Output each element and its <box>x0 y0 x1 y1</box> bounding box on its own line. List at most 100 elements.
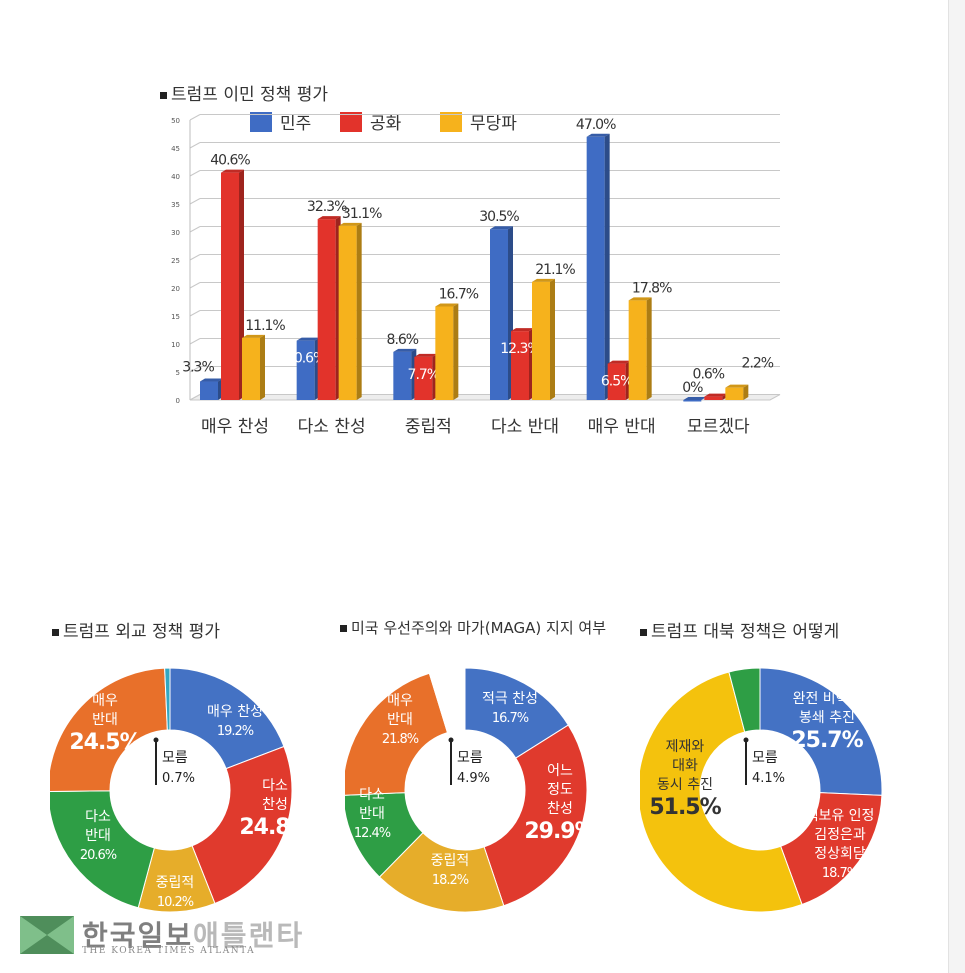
page-right-border <box>948 0 965 973</box>
bar-top-face <box>586 133 610 137</box>
y-tick-label: 20 <box>171 285 180 293</box>
slice-label-text: 매우 <box>92 693 118 709</box>
donut-slice-2 <box>483 724 588 907</box>
bar-민주-4 <box>490 229 508 400</box>
bar-공화-1 <box>221 172 239 400</box>
bar-side-face <box>453 303 459 400</box>
bar-공화-5 <box>607 363 626 400</box>
slice-label-text: 완전 비핵화 <box>793 691 862 707</box>
donut-3-title: 트럼프 대북 정책은 어떻게 <box>640 617 839 642</box>
donut-slice-2 <box>191 745 293 905</box>
bar-민주-2 <box>296 340 315 400</box>
y-tick-label: 0 <box>176 397 180 405</box>
bar-side-face <box>604 133 610 401</box>
bar-top-face <box>242 334 265 338</box>
slice-value-text: 19.2% <box>217 724 254 739</box>
bar-data-label: 0.6% <box>693 367 725 383</box>
slice-label-text: 찬성 <box>262 797 288 813</box>
y-tick-label: 5 <box>176 369 180 377</box>
slice-value-text: 20.6% <box>80 848 117 863</box>
slice-label-text: 반대 <box>359 806 385 822</box>
slice-label-text: 핵보유 인정 <box>806 808 875 824</box>
slice-label-text: 봉쇄 추진 <box>799 710 855 726</box>
bar-top-face <box>435 303 459 307</box>
y-tick-label: 30 <box>171 229 180 237</box>
maga-support-donut: 모름4.9%적극 찬성16.7%어느정도찬성29.9%중립적18.2%다소반대1… <box>345 667 598 913</box>
slice-value-text: 10.2% <box>157 895 194 910</box>
slice-label-text: 김정은과 <box>814 827 866 843</box>
x-category-label: 모르겠다 <box>687 417 750 437</box>
y-tick-label: 40 <box>171 173 180 181</box>
slice-label-text: 반대 <box>92 712 118 728</box>
y-tick-label: 45 <box>171 145 180 153</box>
slice-value-text: 25.7% <box>791 728 863 753</box>
center-value: 0.7% <box>162 771 195 786</box>
bar-무당파-4 <box>532 281 550 400</box>
bar-side-face <box>646 297 652 400</box>
bar-data-label: 2.2% <box>742 356 774 372</box>
slice-label-text: 대화 <box>672 758 698 774</box>
logo-korean: 한국일보애틀랜타 <box>82 919 305 952</box>
bar-data-label: 3.3% <box>182 360 214 376</box>
bar-data-label: 31.1% <box>342 206 382 222</box>
bar-top-face <box>393 348 417 352</box>
bar-data-label: 16.7% <box>439 286 479 302</box>
bar-top-face <box>338 222 362 226</box>
bar-side-face <box>356 222 362 400</box>
bar-무당파-3 <box>435 306 454 400</box>
bar-top-face <box>683 397 707 400</box>
logo-emblem-icon <box>20 916 74 954</box>
bar-무당파-6 <box>725 387 744 400</box>
slice-label-text: 반대 <box>387 712 413 728</box>
donut-slice-6 <box>164 667 171 731</box>
grid-depth-line <box>189 366 201 373</box>
slice-value-text: 16.7% <box>492 711 529 726</box>
korea-times-logo: 한국일보애틀랜타 THE KOREA TIMES ATLANTA <box>20 914 320 959</box>
center-pointer-dot <box>153 737 159 743</box>
slice-value-text: 12.4% <box>354 826 391 841</box>
legend-label-1: 민주 <box>280 114 311 134</box>
bar-무당파-1 <box>242 337 260 400</box>
y-tick-label: 10 <box>171 341 180 349</box>
bar-공화-6 <box>704 396 723 400</box>
slice-label-text: 정도 <box>547 782 573 798</box>
bar-data-label: 32.3% <box>307 199 347 215</box>
bar-top-face <box>490 226 513 230</box>
x-category-label: 다소 찬성 <box>298 417 366 437</box>
donut-slice-1 <box>759 667 883 796</box>
bar-top-face <box>532 278 555 282</box>
legend-label-3: 무당파 <box>470 114 517 134</box>
grid-depth-line <box>189 338 201 345</box>
bar-공화-2 <box>317 219 336 400</box>
bar-data-label: 6.5% <box>601 374 633 390</box>
grid-depth-line <box>189 114 201 121</box>
slice-value-text: 29.9% <box>524 819 596 844</box>
x-category-label: 매우 찬성 <box>201 417 269 437</box>
slice-label-text: 다소 <box>85 809 111 825</box>
slice-label-text: 동시 추진 <box>657 777 713 793</box>
slice-label-text: 매우 찬성 <box>207 704 263 720</box>
slice-label-text: 중립적 <box>156 875 195 891</box>
bar-data-label: 11.1% <box>245 318 285 334</box>
bar-data-label: 30.5% <box>479 209 519 225</box>
center-label: 모름 <box>162 750 188 766</box>
bar-data-label: 21.1% <box>535 262 575 278</box>
legend-swatch-2 <box>340 112 362 132</box>
donut-1-title: 트럼프 외교 정책 평가 <box>52 617 220 642</box>
x-category-label: 다소 반대 <box>491 417 559 437</box>
donut-2-title: 미국 우선주의와 마가(MAGA) 지지 여부 <box>340 617 606 638</box>
center-label: 모름 <box>457 750 483 766</box>
bar-chart-title: 트럼프 이민 정책 평가 <box>160 80 328 105</box>
grid-depth-line <box>189 254 201 261</box>
bar-data-label: 17.8% <box>632 280 672 296</box>
y-tick-label: 15 <box>171 313 180 321</box>
bar-민주-3 <box>393 351 412 400</box>
bar-top-face <box>296 337 320 341</box>
bar-side-face <box>550 278 555 400</box>
slice-label-text: 정상회담 <box>814 846 866 862</box>
donut-slice-4 <box>728 667 761 733</box>
bar-무당파-5 <box>628 300 647 400</box>
donut-slice-5 <box>345 672 449 796</box>
slice-label-text: 중립적 <box>431 853 470 869</box>
center-pointer-dot <box>448 737 454 743</box>
